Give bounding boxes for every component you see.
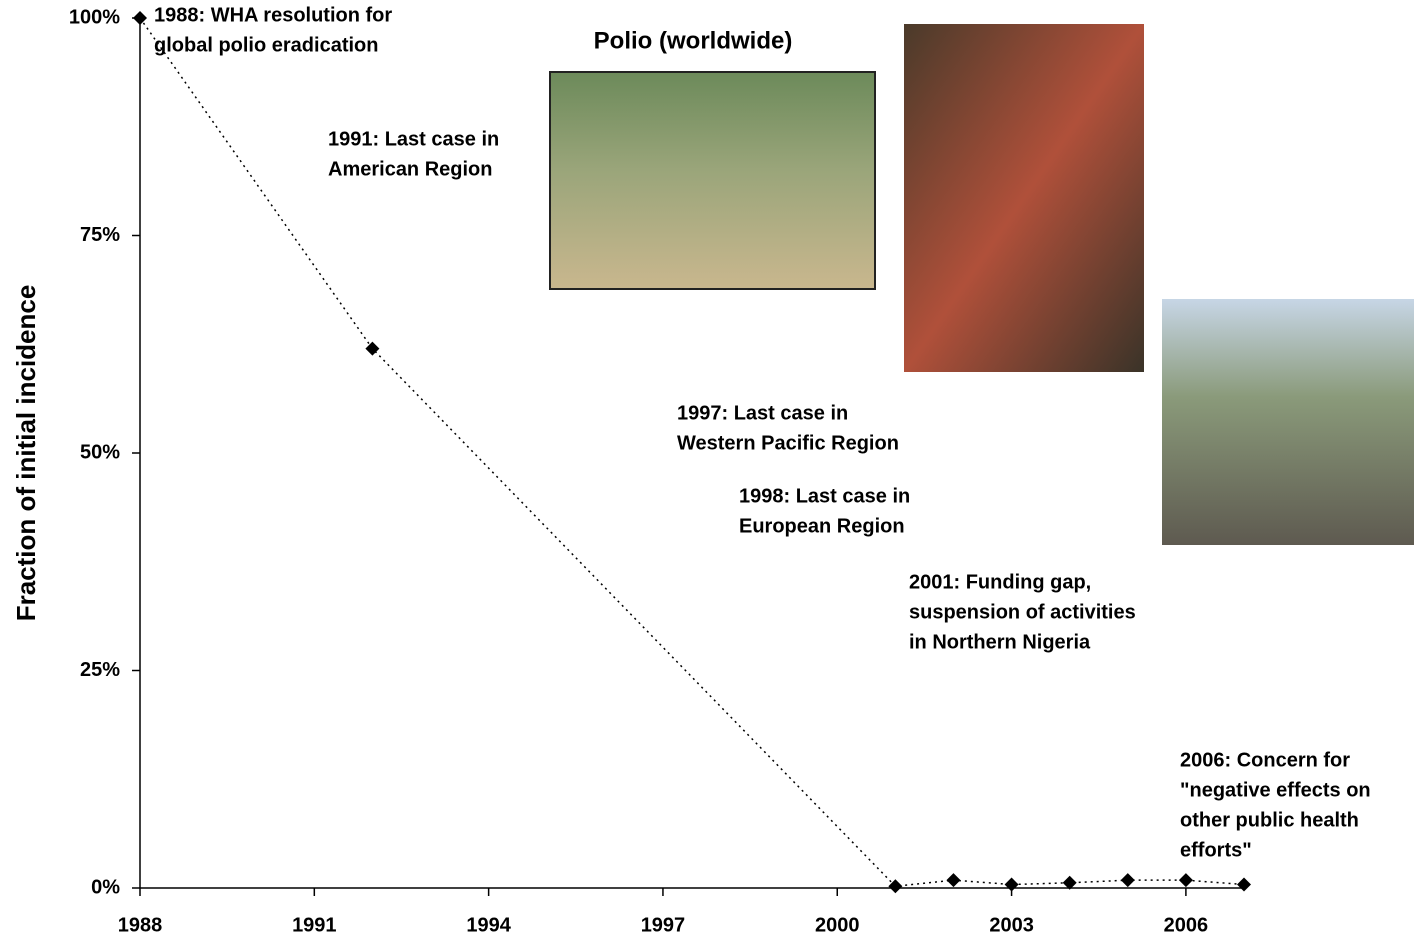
annotation: other public health: [1180, 809, 1359, 831]
annotation: 2001: Funding gap,: [909, 571, 1091, 593]
annotation: efforts": [1180, 839, 1252, 861]
y-axis-label: Fraction of initial incidence: [11, 285, 41, 622]
marker: [946, 873, 960, 887]
annotation: 1998: Last case in: [739, 485, 910, 507]
x-tick-label: 2006: [1164, 914, 1209, 936]
annotation: 2006: Concern for: [1180, 749, 1350, 771]
photo: [550, 72, 875, 289]
marker: [1005, 878, 1019, 892]
annotation: 1997: Last case in: [677, 402, 848, 424]
marker: [1237, 878, 1251, 892]
x-tick-label: 2000: [815, 914, 860, 936]
marker: [365, 342, 379, 356]
y-tick-label: 100%: [69, 6, 120, 28]
annotation: 1988: WHA resolution for: [154, 4, 392, 26]
marker: [1121, 873, 1135, 887]
marker: [133, 11, 147, 25]
photo: [904, 24, 1144, 372]
annotation: European Region: [739, 515, 905, 537]
x-tick-label: 1991: [292, 914, 337, 936]
y-tick-label: 0%: [91, 876, 120, 898]
chart-title: Polio (worldwide): [594, 27, 793, 54]
annotation: suspension of activities: [909, 601, 1136, 623]
annotation: 1991: Last case in: [328, 128, 499, 150]
annotation: Western Pacific Region: [677, 432, 899, 454]
photo: [1162, 299, 1414, 545]
marker: [1179, 873, 1193, 887]
y-tick-label: 50%: [80, 441, 120, 463]
annotation: in Northern Nigeria: [909, 631, 1091, 653]
y-tick-label: 75%: [80, 224, 120, 246]
x-tick-label: 1988: [118, 914, 163, 936]
annotation: "negative effects on: [1180, 779, 1371, 801]
y-tick-label: 25%: [80, 659, 120, 681]
x-tick-label: 1994: [466, 914, 511, 936]
x-tick-label: 2003: [989, 914, 1034, 936]
chart: Polio (worldwide) Fraction of initial in…: [0, 0, 1414, 939]
x-tick-label: 1997: [641, 914, 686, 936]
annotation: global polio eradication: [154, 34, 378, 56]
annotation: American Region: [328, 158, 492, 180]
